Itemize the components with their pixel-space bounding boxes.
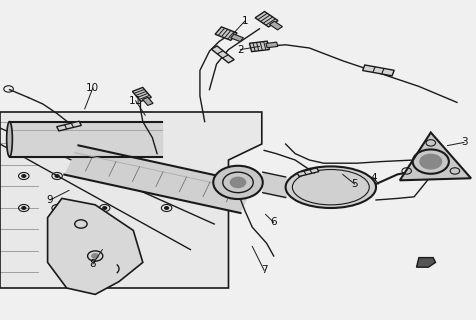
Circle shape [55, 143, 59, 145]
Text: 4: 4 [370, 172, 377, 183]
Polygon shape [400, 132, 471, 180]
Text: 7: 7 [261, 265, 268, 276]
Text: 3: 3 [461, 137, 467, 148]
Circle shape [22, 175, 26, 177]
Circle shape [92, 254, 99, 258]
Text: 5: 5 [351, 179, 358, 189]
Circle shape [103, 207, 107, 209]
Circle shape [420, 154, 442, 169]
Circle shape [22, 143, 26, 145]
Circle shape [55, 207, 59, 209]
Circle shape [165, 207, 169, 209]
Polygon shape [57, 121, 81, 131]
Text: 8: 8 [89, 259, 96, 269]
Circle shape [103, 175, 107, 177]
Polygon shape [48, 198, 143, 294]
Ellipse shape [7, 122, 12, 157]
Circle shape [22, 207, 26, 209]
Circle shape [55, 175, 59, 177]
Polygon shape [249, 41, 269, 52]
Text: 9: 9 [47, 195, 53, 205]
Polygon shape [0, 112, 262, 288]
Polygon shape [215, 27, 237, 40]
Circle shape [230, 177, 246, 188]
Text: 1: 1 [242, 16, 248, 26]
Polygon shape [143, 97, 153, 105]
Text: 11: 11 [129, 96, 142, 106]
Ellipse shape [286, 166, 376, 208]
Polygon shape [297, 168, 319, 176]
Polygon shape [231, 34, 243, 42]
Text: 6: 6 [270, 217, 277, 228]
Polygon shape [211, 46, 234, 63]
Polygon shape [363, 65, 394, 76]
Text: 2: 2 [237, 44, 244, 55]
Polygon shape [269, 21, 282, 30]
Text: 10: 10 [86, 83, 99, 93]
Circle shape [213, 166, 263, 199]
Polygon shape [416, 258, 436, 267]
Polygon shape [255, 12, 278, 27]
Polygon shape [266, 42, 278, 48]
Polygon shape [132, 87, 151, 101]
Polygon shape [64, 145, 255, 213]
